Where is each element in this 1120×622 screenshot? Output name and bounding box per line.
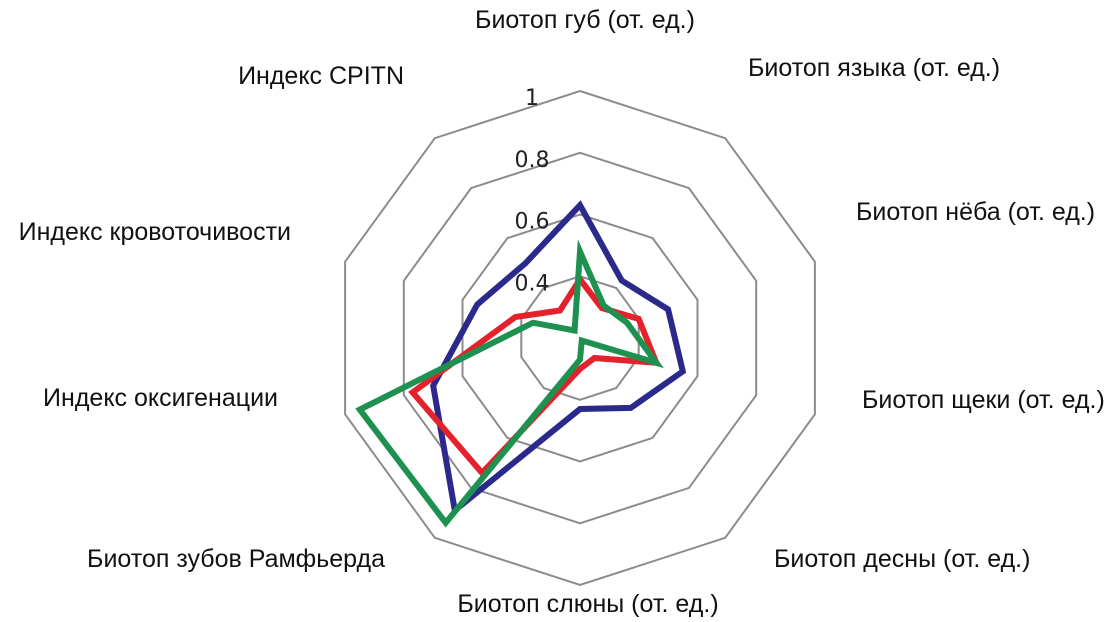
axis-label: Биотоп щеки (от. ед.) (862, 386, 1105, 414)
tick-label: 0.8 (515, 148, 550, 173)
radar-tick-labels: 0.4 0.6 0.8 1 (515, 86, 550, 296)
axis-label: Индекс CPITN (238, 62, 404, 90)
grid-ring-3 (402, 151, 758, 525)
axis-label: Биотоп языка (от. ед.) (748, 54, 1000, 82)
tick-label: 1 (525, 86, 539, 111)
grid-ring-2 (461, 213, 699, 463)
tick-label: 0.6 (515, 210, 550, 235)
series-line-1 (408, 274, 661, 478)
radar-axis-labels: Биотоп губ (от. ед.) Биотоп языка (от. ед… (19, 6, 1105, 618)
grid-ring-4 (344, 89, 816, 587)
grid-ring-1 (520, 275, 640, 401)
axis-label: Биотоп десны (от. ед.) (774, 545, 1030, 573)
axis-label: Биотоп слюны (от. ед.) (457, 590, 718, 618)
axis-label: Биотоп нёба (от. ед.) (856, 198, 1095, 226)
tick-label: 0.4 (515, 271, 550, 296)
series-line-2 (355, 239, 664, 528)
radar-series (355, 200, 687, 528)
axis-label: Индекс оксигенации (43, 384, 278, 412)
axis-label: Биотоп зубов Рамфьерда (87, 545, 385, 573)
radar-grid (344, 89, 816, 587)
axis-label: Биотоп губ (от. ед.) (475, 6, 695, 34)
series-line-0 (430, 200, 687, 516)
axis-label: Индекс кровоточивости (19, 218, 291, 246)
